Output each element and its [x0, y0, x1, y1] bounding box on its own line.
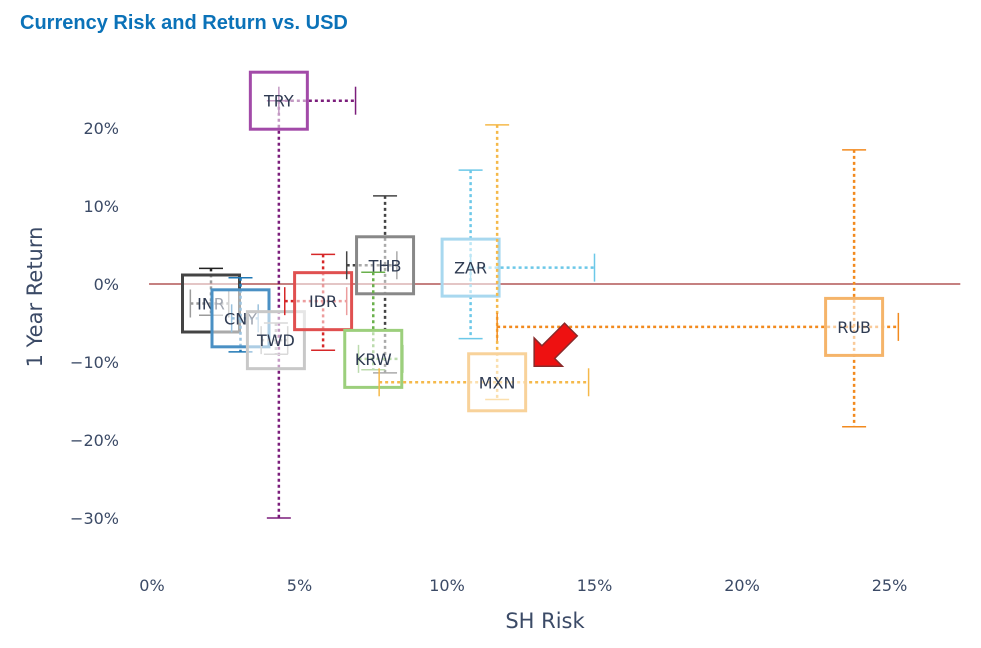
- y-tick-label: −30%: [70, 509, 119, 528]
- point-box: [467, 352, 528, 413]
- point-box: [440, 237, 501, 298]
- point-label: THB: [368, 256, 402, 275]
- series-krw: KRW: [343, 271, 404, 389]
- y-axis-label: 1 Year Return: [23, 227, 47, 368]
- x-tick-label: 10%: [429, 576, 465, 595]
- chart-title: Currency Risk and Return vs. USD: [20, 12, 348, 34]
- series-idr: IDR: [284, 253, 354, 352]
- y-tick-label: −10%: [70, 353, 119, 372]
- point-box: [355, 235, 416, 296]
- x-tick-label: 5%: [287, 576, 312, 595]
- series-thb: THB: [345, 195, 416, 374]
- chart-marks: TRYINRCNYTWDIDRTHBKRWZARMXNRUB: [181, 70, 900, 519]
- x-tick-label: 20%: [724, 576, 760, 595]
- point-label: RUB: [837, 318, 871, 337]
- x-tick-label: 25%: [872, 576, 908, 595]
- series-twd: TWD: [245, 310, 306, 371]
- x-tick-label: 15%: [577, 576, 613, 595]
- point-box: [343, 328, 404, 389]
- point-label: MXN: [479, 373, 516, 392]
- point-label: KRW: [355, 350, 392, 369]
- series-mxn: MXN: [378, 124, 590, 413]
- y-tick-label: 10%: [83, 197, 119, 216]
- point-box: [293, 271, 354, 332]
- point-label: TRY: [263, 92, 294, 111]
- series-zar: ZAR: [440, 169, 596, 340]
- point-box: [824, 296, 885, 357]
- point-label: TWD: [256, 331, 295, 350]
- y-tick-label: −20%: [70, 431, 119, 450]
- chart-axes: 0% 5% 10% 15% 20% 25% −30% −20% −10% 0% 10% 20%: [70, 119, 961, 595]
- arrow-shape: [533, 322, 579, 368]
- series-try: TRY: [248, 70, 357, 519]
- point-label: ZAR: [454, 259, 487, 278]
- point-label: IDR: [309, 292, 337, 311]
- x-axis-label: SH Risk: [505, 609, 585, 633]
- y-tick-label: 20%: [83, 119, 119, 138]
- x-tick-label: 0%: [139, 576, 164, 595]
- red-arrow-icon: [533, 322, 579, 368]
- point-box: [248, 70, 309, 131]
- y-tick-label: 0%: [94, 275, 119, 294]
- series-rub: RUB: [496, 149, 900, 428]
- chart-annotation: [533, 322, 579, 368]
